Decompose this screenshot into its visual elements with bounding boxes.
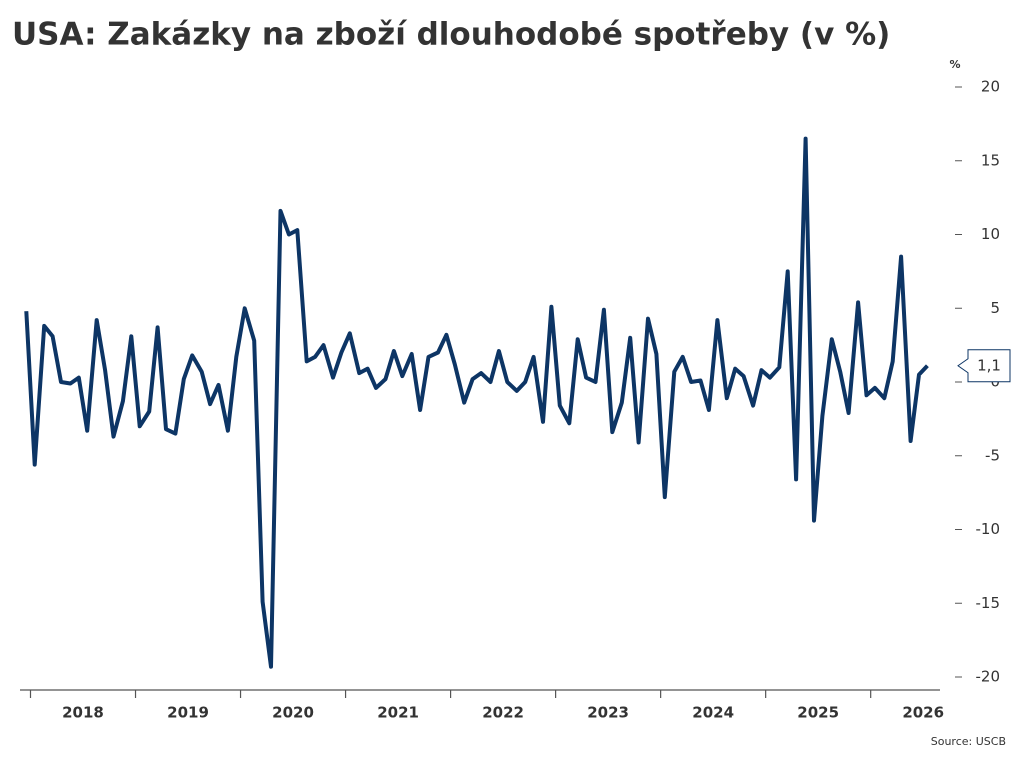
y-tick-label: 5: [990, 299, 1000, 317]
x-tick-label: 2026: [902, 704, 944, 722]
x-tick-label: 2020: [272, 704, 314, 722]
y-tick-label: 20: [981, 78, 1000, 96]
x-tick-label: 2025: [797, 704, 839, 722]
x-tick-label: 2021: [377, 704, 419, 722]
x-tick-label: 2024: [692, 704, 734, 722]
y-unit: %: [949, 58, 960, 71]
x-tick-label: 2023: [587, 704, 629, 722]
y-tick-label: -20: [976, 668, 1001, 686]
y-tick-label: 15: [981, 151, 1000, 169]
x-tick-label: 2018: [62, 704, 104, 722]
y-tick-label: -10: [976, 520, 1001, 538]
x-tick-label: 2022: [482, 704, 524, 722]
y-tick-label: 10: [981, 225, 1000, 243]
data-line: [24, 136, 929, 669]
source: Source: USCB: [931, 735, 1006, 748]
value-label: 1,1: [977, 356, 1001, 374]
y-tick-label: -15: [976, 594, 1001, 612]
chart-title: USA: Zakázky na zboží dlouhodobé spotřeb…: [12, 17, 890, 53]
y-tick-label: -5: [985, 446, 1000, 464]
callout-box: [957, 349, 1011, 383]
x-tick-label: 2019: [167, 704, 209, 722]
